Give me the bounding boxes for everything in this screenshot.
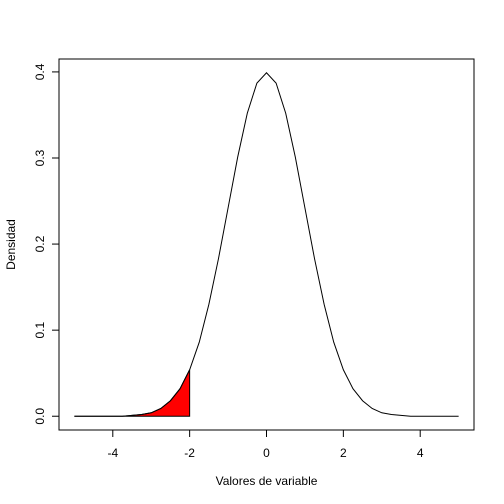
x-tick-label: -4 (107, 446, 118, 460)
x-tick-label: 4 (417, 446, 424, 460)
x-tick-label: 2 (340, 446, 347, 460)
plot-frame (58, 58, 475, 431)
y-tick-label: 0.2 (33, 235, 47, 252)
x-axis-label: Valores de variable (216, 474, 318, 488)
x-tick-label: -2 (184, 446, 195, 460)
y-tick-label: 0.4 (33, 63, 47, 80)
y-tick-label: 0.0 (33, 408, 47, 425)
shaded-area (74, 369, 191, 417)
x-tick-label: 0 (263, 446, 270, 460)
y-tick-label: 0.3 (33, 149, 47, 166)
density-curve (74, 72, 459, 417)
y-axis-label: Densidad (4, 219, 18, 270)
y-tick-label: 0.1 (33, 321, 47, 338)
